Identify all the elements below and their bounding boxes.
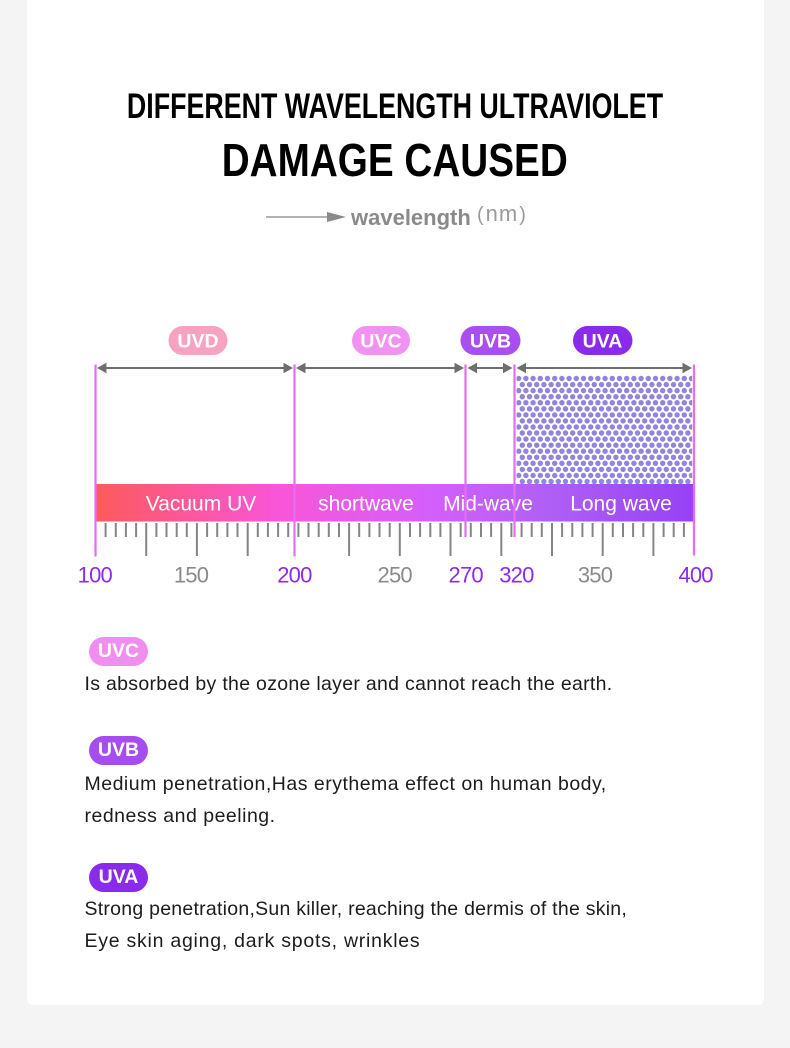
svg-text:250: 250 (378, 563, 413, 588)
svg-text:270: 270 (449, 563, 484, 588)
svg-text:UVB: UVB (470, 331, 511, 353)
svg-text:150: 150 (174, 563, 209, 588)
svg-text:UVA: UVA (583, 331, 623, 353)
svg-text:shortwave: shortwave (318, 493, 414, 516)
svg-text:400: 400 (678, 563, 713, 588)
svg-text:320: 320 (499, 563, 534, 588)
svg-text:Long wave: Long wave (570, 493, 672, 516)
svg-text:100: 100 (78, 563, 113, 588)
svg-text:200: 200 (277, 563, 312, 588)
svg-text:350: 350 (578, 563, 613, 588)
svg-text:UVD: UVD (177, 331, 218, 353)
svg-text:Vacuum UV: Vacuum UV (146, 493, 257, 516)
svg-text:Mid-wave: Mid-wave (443, 493, 533, 516)
svg-text:UVC: UVC (360, 331, 401, 353)
